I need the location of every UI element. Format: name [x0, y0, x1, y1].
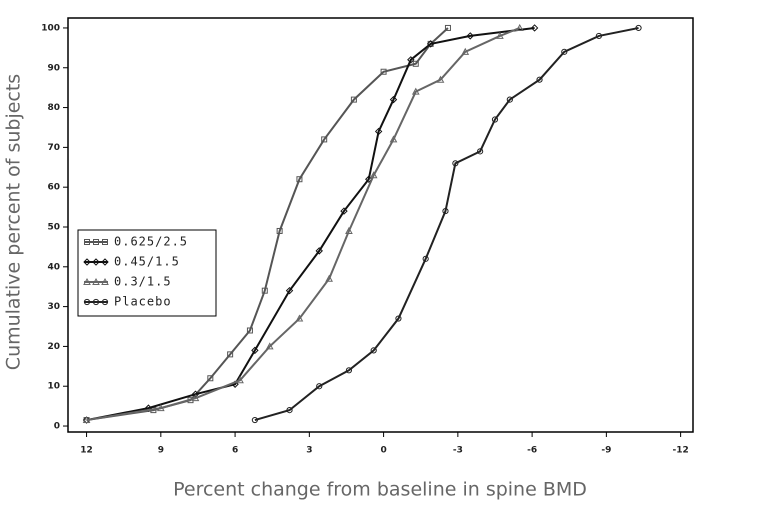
data-point [491, 116, 499, 123]
y-tick-label: 70 [47, 143, 60, 153]
data-point [321, 136, 328, 143]
data-point [236, 376, 244, 384]
x-tick-label: -6 [527, 446, 537, 456]
data-point [422, 255, 429, 262]
y-axis-label: Cumulative percent of subjects [3, 74, 25, 370]
data-point [345, 226, 353, 234]
series-line [254, 26, 639, 422]
data-point [276, 227, 283, 234]
y-tick-label: 20 [47, 342, 60, 352]
y-tick-label: 100 [41, 23, 60, 33]
x-tick-label: -9 [601, 446, 611, 456]
x-tick-label: 3 [306, 446, 312, 456]
data-point [442, 207, 449, 215]
data-point [350, 96, 357, 103]
data-point [265, 342, 274, 350]
legend-label: 0.3/1.5 [114, 275, 172, 289]
data-point [295, 314, 304, 322]
legend-label: 0.625/2.5 [114, 235, 188, 249]
data-point [246, 327, 253, 334]
data-point [325, 274, 333, 282]
data-point [635, 24, 642, 32]
x-axis-label: Percent change from baseline in spine BM… [173, 479, 587, 501]
data-point [251, 346, 259, 355]
data-point [452, 160, 459, 167]
data-point [515, 23, 524, 31]
legend-marker [84, 239, 90, 245]
data-point [315, 247, 323, 255]
data-point [506, 96, 513, 103]
data-point [316, 383, 323, 390]
data-point [466, 32, 474, 40]
data-point [536, 76, 543, 83]
legend-marker [83, 298, 91, 306]
legend-marker [92, 258, 100, 266]
data-point [370, 347, 377, 354]
data-point [380, 68, 387, 75]
x-tick-label: 9 [158, 446, 164, 456]
series-line [86, 27, 449, 422]
data-point [340, 207, 348, 215]
data-point [251, 416, 258, 424]
data-point [436, 75, 445, 83]
data-point [285, 286, 294, 295]
data-point [595, 32, 603, 40]
y-tick-label: 90 [47, 63, 60, 73]
legend-marker [102, 239, 108, 245]
legend-marker [83, 258, 91, 266]
data-point [389, 95, 398, 104]
y-tick-label: 30 [47, 302, 60, 312]
y-tick-label: 40 [47, 262, 60, 272]
data-point [82, 416, 91, 424]
data-point [369, 171, 378, 179]
data-point [407, 56, 415, 64]
data-point [530, 24, 539, 32]
data-point [389, 135, 398, 143]
data-point [261, 287, 268, 294]
data-point [227, 351, 234, 358]
data-point [412, 60, 419, 67]
legend-marker [101, 258, 109, 266]
data-point [374, 127, 383, 136]
data-point [395, 315, 402, 322]
y-tick-label: 0 [54, 422, 60, 432]
legend-marker [83, 277, 91, 285]
legend-marker [92, 277, 100, 285]
data-point [286, 407, 293, 414]
legend-marker [92, 298, 100, 306]
legend-marker [101, 277, 109, 285]
legend-label: 0.45/1.5 [114, 255, 180, 269]
data-point [207, 375, 214, 382]
data-point [461, 47, 470, 55]
data-point [444, 24, 451, 31]
y-tick-label: 80 [47, 103, 60, 113]
data-point [477, 148, 484, 155]
x-tick-label: -12 [672, 446, 688, 456]
data-point [191, 394, 200, 402]
plot-frame [67, 17, 694, 433]
x-tick-label: 0 [380, 446, 386, 456]
y-tick-label: 10 [47, 382, 60, 392]
legend-label: Placebo [114, 295, 172, 309]
y-tick-label: 60 [47, 183, 60, 193]
series-line [86, 26, 535, 422]
data-point [296, 176, 303, 183]
legend-marker [93, 239, 99, 245]
data-point [426, 40, 435, 48]
data-point [156, 404, 165, 412]
y-tick-label: 50 [47, 222, 60, 232]
x-tick-label: 6 [232, 446, 238, 456]
series-line [86, 27, 521, 422]
legend-marker [101, 298, 109, 306]
data-point [411, 87, 420, 95]
data-point [496, 31, 504, 39]
x-tick-label: 12 [80, 446, 93, 456]
data-point [561, 48, 568, 55]
data-point [345, 367, 353, 374]
x-tick-label: -3 [453, 446, 463, 456]
